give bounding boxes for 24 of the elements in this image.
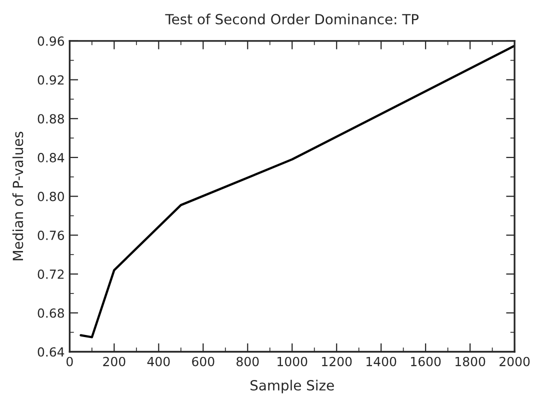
- y-tick-label: 0.76: [38, 230, 64, 240]
- x-tick-label: 1800: [456, 356, 486, 366]
- x-tick-label: 800: [236, 356, 259, 366]
- x-tick-label: 2000: [500, 356, 530, 366]
- y-tick-label: 0.88: [38, 114, 64, 124]
- x-tick-label: 0: [66, 356, 73, 366]
- chart-title: Test of Second Order Dominance: TP: [165, 14, 419, 24]
- x-tick-label: 200: [103, 356, 126, 366]
- y-tick-label: 0.96: [38, 36, 64, 46]
- x-tick-label: 1600: [411, 356, 441, 366]
- x-axis-title: Sample Size: [250, 380, 334, 394]
- y-tick-label: 0.84: [38, 152, 64, 162]
- y-tick-label: 0.68: [38, 308, 64, 318]
- y-tick-label: 0.80: [38, 192, 64, 202]
- line-series: [80, 44, 515, 338]
- x-tick-label: 1400: [366, 356, 396, 366]
- x-tick-label: 400: [147, 356, 170, 366]
- x-tick-label: 600: [192, 356, 214, 366]
- x-tick-label: 1000: [278, 356, 308, 366]
- y-tick-label: 0.72: [38, 270, 64, 279]
- y-tick-label: 0.92: [38, 75, 64, 85]
- y-tick-label: 0.64: [38, 347, 64, 357]
- y-axis-title: Median of P-values: [12, 132, 24, 260]
- x-tick-label: 1200: [322, 356, 352, 366]
